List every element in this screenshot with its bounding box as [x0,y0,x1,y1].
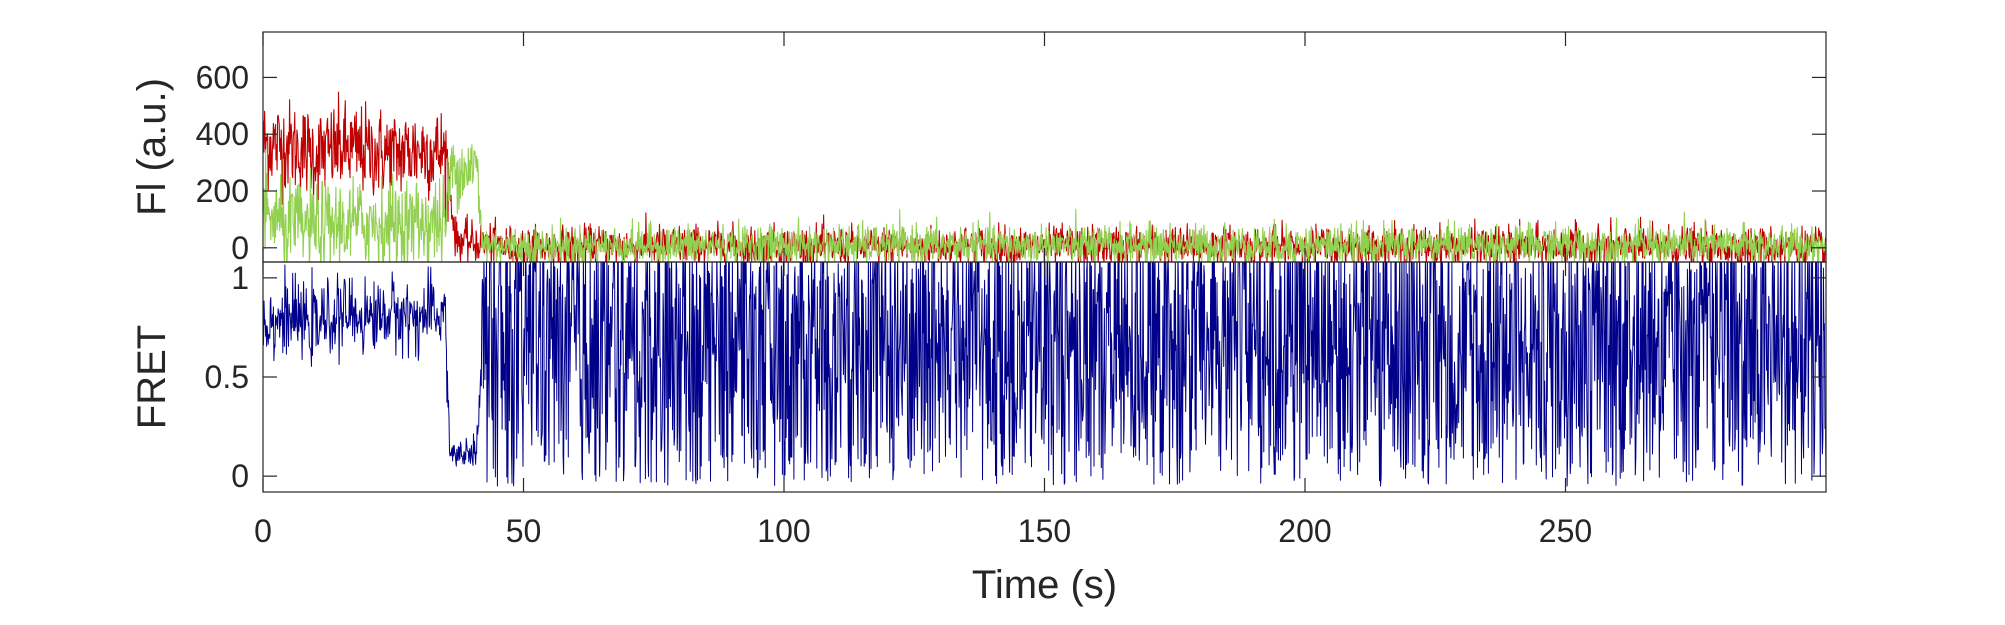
y-tick-label: 0.5 [205,359,249,395]
axes-box [262,31,1827,263]
y-axis-title: FRET [130,325,174,429]
y-tick-label: 0 [231,458,249,494]
series-line-2 [263,143,1826,262]
x-tick-label: 100 [757,513,810,549]
y-tick-label: 600 [196,59,249,95]
series-line-1 [263,262,1826,487]
y-tick-label: 400 [196,116,249,152]
x-tick-label: 250 [1539,513,1592,549]
x-tick-label: 50 [506,513,542,549]
fret-panel: 0 0.5 1 0 50 100 150 200 250 Time (s) FRET [130,260,1827,607]
x-axis-title: Time (s) [972,563,1117,607]
y-tick-label: 1 [231,260,249,296]
fluorescence-panel: 0 200 400 600 Fl (a.u.) [130,31,1827,266]
y-tick-label: 200 [196,173,249,209]
x-tick-label: 150 [1018,513,1071,549]
x-tick-label: 200 [1278,513,1331,549]
y-tick-label: 0 [231,230,249,266]
y-axis-title: Fl (a.u.) [130,78,174,216]
x-tick-label: 0 [254,513,272,549]
